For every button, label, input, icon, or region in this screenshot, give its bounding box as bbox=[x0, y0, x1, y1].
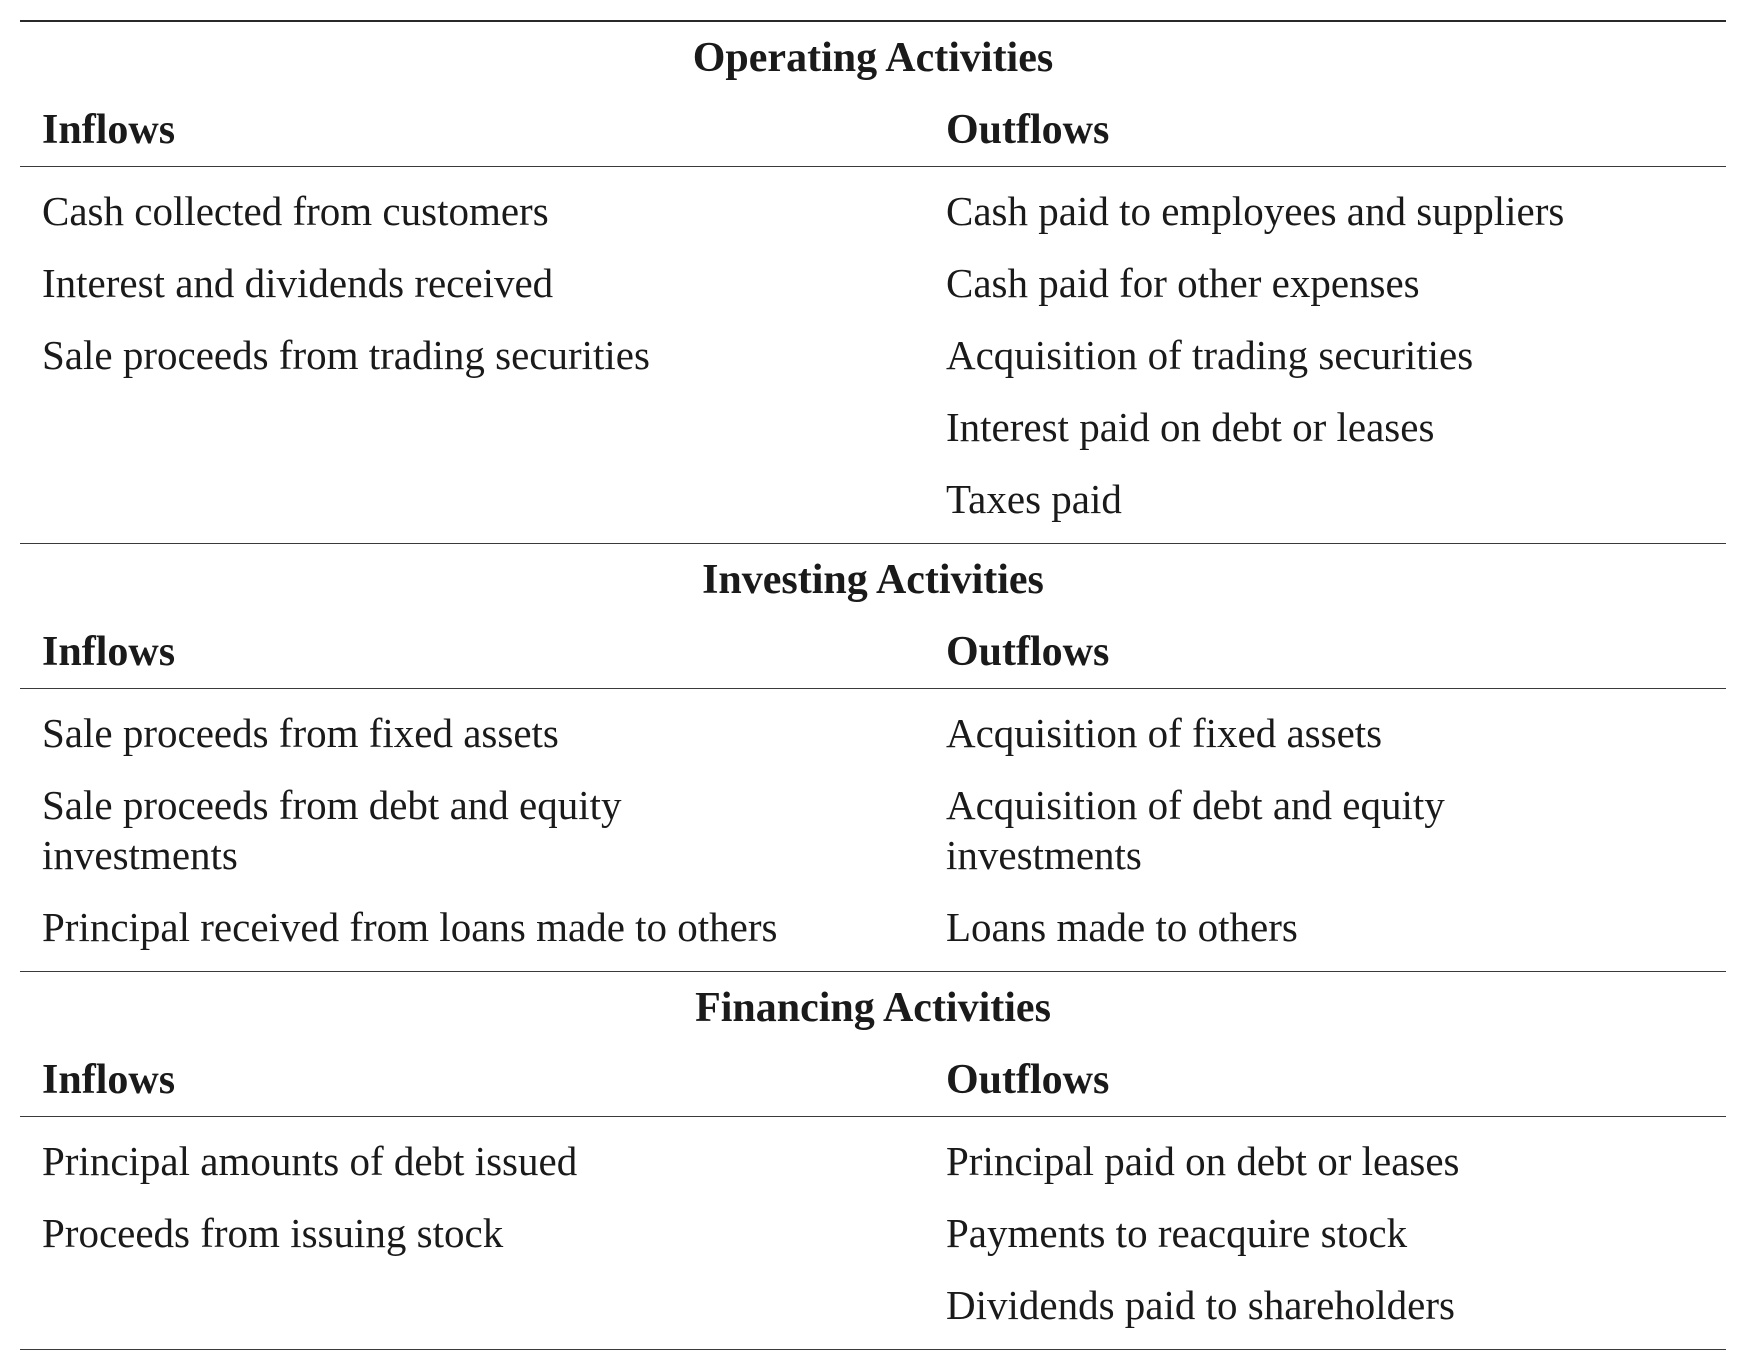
list-item: Acquisition of debt and equity investmen… bbox=[946, 782, 1445, 878]
list-item: Principal amounts of debt issued bbox=[42, 1138, 578, 1184]
list-item: Payments to reacquire stock bbox=[946, 1210, 1408, 1256]
outflows-header: Outflows bbox=[946, 1057, 1110, 1103]
inflows-list: Principal amounts of debt issued Proceed… bbox=[20, 1125, 946, 1341]
list-item: Sale proceeds from fixed assets bbox=[42, 710, 559, 756]
top-rule bbox=[20, 20, 1726, 22]
outflows-list: Principal paid on debt or leases Payment… bbox=[946, 1125, 1726, 1341]
list-item: Sale proceeds from trading securities bbox=[42, 332, 650, 378]
list-item: Dividends paid to shareholders bbox=[946, 1282, 1455, 1328]
inflows-header: Inflows bbox=[42, 629, 176, 675]
cash-flow-classification-table: Operating Activities Inflows Outflows Ca… bbox=[20, 20, 1726, 1350]
header-rule bbox=[20, 166, 1726, 167]
list-item: Proceeds from issuing stock bbox=[42, 1210, 504, 1256]
list-item: Interest and dividends received bbox=[42, 260, 554, 306]
list-item: Cash collected from customers bbox=[42, 188, 549, 234]
list-item: Loans made to others bbox=[946, 904, 1298, 950]
outflows-header: Outflows bbox=[946, 629, 1110, 675]
section-title-financing: Financing Activities bbox=[695, 985, 1051, 1031]
column-headers-financing: Inflows Outflows bbox=[20, 1044, 1726, 1116]
list-item: Principal received from loans made to ot… bbox=[42, 904, 778, 950]
section-body-operating: Cash collected from customers Interest a… bbox=[20, 167, 1726, 543]
column-headers-operating: Inflows Outflows bbox=[20, 94, 1726, 166]
list-item: Sale proceeds from debt and equity inves… bbox=[42, 782, 622, 878]
list-item: Acquisition of trading securities bbox=[946, 332, 1474, 378]
outflows-header: Outflows bbox=[946, 107, 1110, 153]
section-body-financing: Principal amounts of debt issued Proceed… bbox=[20, 1117, 1726, 1349]
list-item: Principal paid on debt or leases bbox=[946, 1138, 1460, 1184]
inflows-list: Sale proceeds from fixed assets Sale pro… bbox=[20, 697, 946, 963]
inflows-list: Cash collected from customers Interest a… bbox=[20, 175, 946, 535]
section-title-operating: Operating Activities bbox=[692, 35, 1054, 81]
list-item: Cash paid for other expenses bbox=[946, 260, 1420, 306]
inflows-header: Inflows bbox=[42, 1057, 176, 1103]
list-item: Interest paid on debt or leases bbox=[946, 404, 1435, 450]
column-headers-investing: Inflows Outflows bbox=[20, 616, 1726, 688]
outflows-list: Cash paid to employees and suppliers Cas… bbox=[946, 175, 1726, 535]
list-item: Cash paid to employees and suppliers bbox=[946, 188, 1565, 234]
list-item: Taxes paid bbox=[946, 476, 1122, 522]
section-rule bbox=[20, 543, 1726, 544]
section-body-investing: Sale proceeds from fixed assets Sale pro… bbox=[20, 689, 1726, 971]
outflows-list: Acquisition of fixed assets Acquisition … bbox=[946, 697, 1726, 963]
inflows-header: Inflows bbox=[42, 107, 176, 153]
list-item: Acquisition of fixed assets bbox=[946, 710, 1383, 756]
header-rule bbox=[20, 688, 1726, 689]
section-rule bbox=[20, 971, 1726, 972]
header-rule bbox=[20, 1116, 1726, 1117]
section-title-investing: Investing Activities bbox=[702, 557, 1044, 603]
